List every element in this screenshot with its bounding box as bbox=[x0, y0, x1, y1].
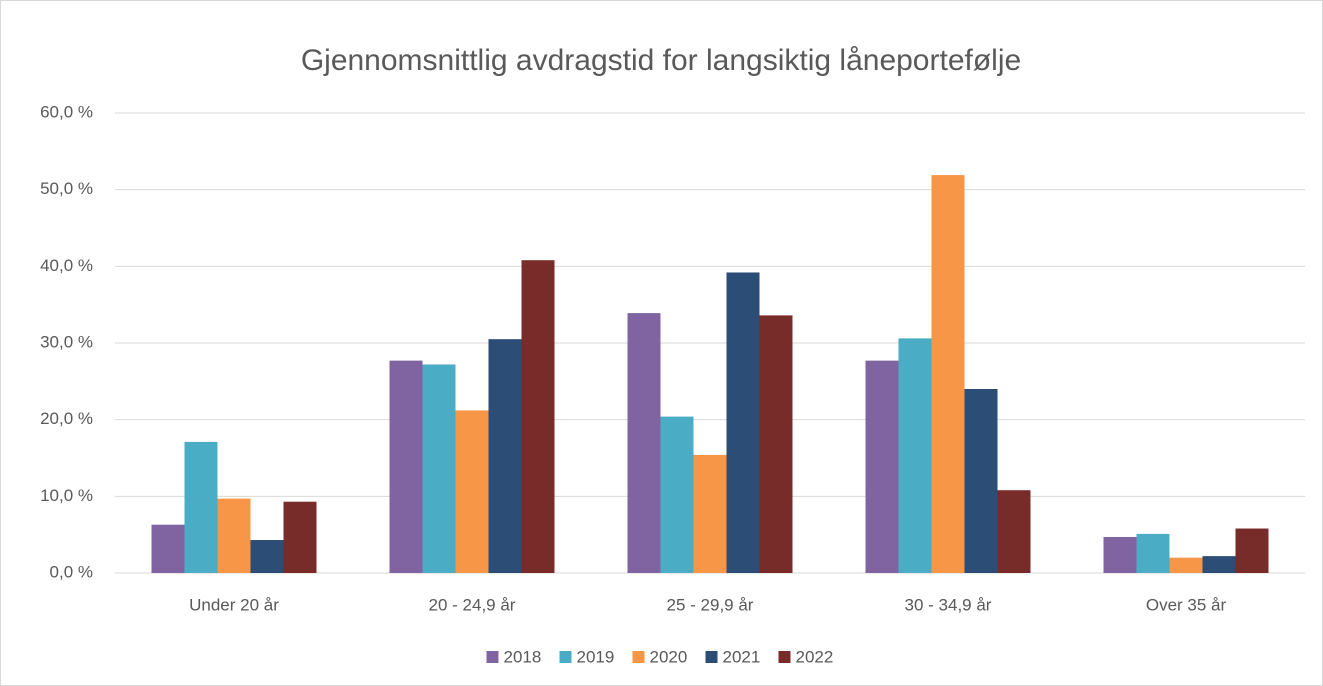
bar bbox=[1136, 533, 1170, 573]
bar bbox=[1103, 536, 1137, 573]
bar bbox=[521, 260, 555, 573]
x-tick-label: Over 35 år bbox=[1146, 595, 1227, 614]
bar bbox=[660, 416, 694, 573]
y-tick-label: 40,0 % bbox=[40, 256, 93, 275]
legend-label: 2018 bbox=[504, 647, 542, 666]
x-tick-label: 25 - 29,9 år bbox=[667, 595, 754, 614]
x-tick-label: Under 20 år bbox=[189, 595, 279, 614]
legend-label: 2021 bbox=[723, 647, 761, 666]
legend-swatch bbox=[559, 651, 572, 663]
y-tick-label: 30,0 % bbox=[40, 332, 93, 351]
bar bbox=[184, 441, 218, 573]
bar bbox=[455, 410, 489, 573]
bar bbox=[693, 454, 727, 573]
legend-swatch bbox=[486, 651, 499, 663]
legend-label: 2022 bbox=[796, 647, 834, 666]
bar bbox=[1202, 556, 1236, 573]
bar bbox=[1169, 557, 1203, 573]
bar bbox=[151, 524, 185, 573]
legend-swatch bbox=[778, 651, 791, 663]
bar bbox=[217, 498, 251, 573]
bar bbox=[997, 490, 1031, 573]
y-tick-label: 10,0 % bbox=[40, 486, 93, 505]
y-tick-label: 50,0 % bbox=[40, 179, 93, 198]
bar bbox=[250, 540, 284, 573]
bar bbox=[964, 389, 998, 573]
bar bbox=[759, 315, 793, 573]
y-tick-label: 20,0 % bbox=[40, 409, 93, 428]
x-tick-label: 20 - 24,9 år bbox=[429, 595, 516, 614]
legend-swatch bbox=[705, 651, 718, 663]
x-tick-label: 30 - 34,9 år bbox=[905, 595, 992, 614]
bar bbox=[931, 175, 965, 573]
y-tick-label: 60,0 % bbox=[40, 102, 93, 121]
legend-label: 2019 bbox=[577, 647, 615, 666]
legend-label: 2020 bbox=[650, 647, 688, 666]
bar bbox=[865, 360, 899, 573]
chart-title: Gjennomsnittlig avdragstid for langsikti… bbox=[301, 44, 1021, 77]
bar bbox=[488, 339, 522, 573]
y-tick-label: 0,0 % bbox=[50, 562, 93, 581]
bar bbox=[422, 364, 456, 573]
bar bbox=[283, 501, 317, 573]
bar bbox=[389, 360, 423, 573]
bar bbox=[1235, 528, 1269, 573]
bar bbox=[627, 313, 661, 573]
legend-swatch bbox=[632, 651, 645, 663]
bar bbox=[726, 272, 760, 573]
bar bbox=[898, 338, 932, 573]
